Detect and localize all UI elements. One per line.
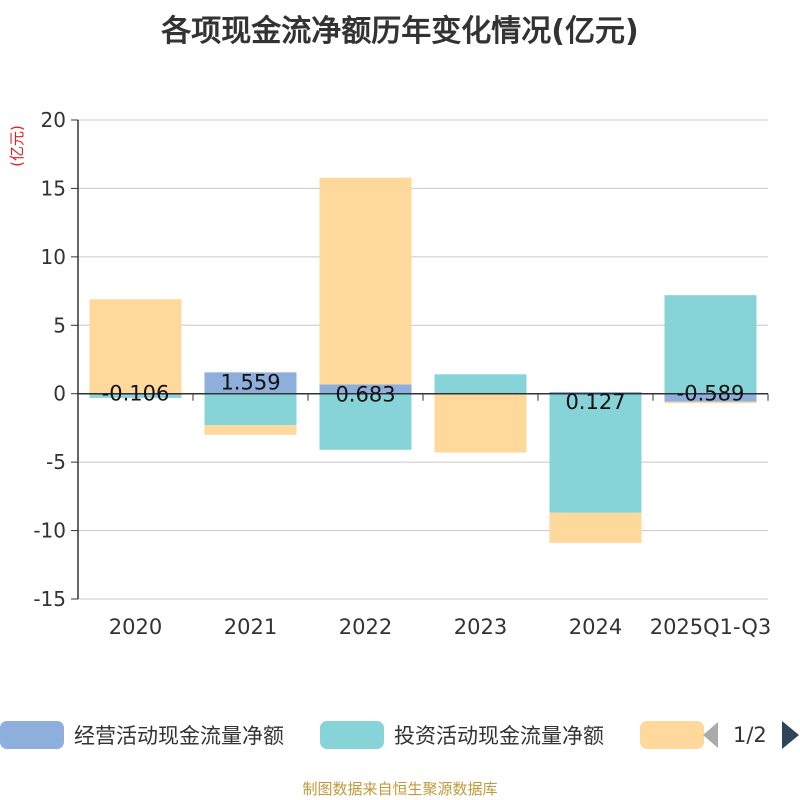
data-label: 0.127: [565, 390, 625, 414]
y-tick-label: -10: [33, 519, 66, 543]
y-tick-label: 0: [53, 382, 66, 406]
y-tick-label: 20: [41, 108, 66, 132]
data-label: -0.589: [677, 382, 745, 406]
data-source-footer: 制图数据来自恒生聚源数据库: [302, 780, 498, 798]
legend-page-indicator: 1/2: [733, 723, 767, 747]
x-tick-label: 2025Q1-Q3: [650, 615, 772, 639]
legend-next-icon[interactable]: [782, 721, 799, 749]
bar-financing-2021: [204, 425, 297, 435]
bar-financing-2022: [319, 177, 412, 385]
x-tick-label: 2021: [224, 615, 277, 639]
bar-investing-2021: [204, 393, 297, 426]
legend-swatch[interactable]: [640, 721, 704, 749]
x-tick-label: 2022: [339, 615, 392, 639]
y-tick-label: -15: [33, 587, 66, 611]
chart-title: 各项现金流净额历年变化情况(亿元): [161, 14, 639, 49]
data-label: -0.106: [102, 382, 170, 406]
data-label: 1.559: [220, 370, 280, 394]
bar-investing-2024: [549, 393, 642, 513]
legend-prev-icon[interactable]: [703, 722, 718, 748]
bar-financing-2024: [549, 512, 642, 543]
x-tick-label: 2024: [569, 615, 622, 639]
y-tick-label: 15: [41, 176, 66, 200]
legend-swatch[interactable]: [320, 721, 384, 749]
y-tick-label: 5: [53, 313, 66, 337]
bar-investing-2025Q1-Q3: [664, 295, 757, 394]
bar-financing-2023: [434, 393, 527, 453]
bar-investing-2023: [434, 374, 527, 394]
bar-financing-2020: [89, 299, 182, 394]
bar-operating-2024: [549, 391, 642, 394]
bar-operating-2025Q1-Q3: [664, 393, 757, 402]
bar-investing-2020: [89, 395, 182, 398]
bar-financing-2025Q1-Q3: [664, 401, 757, 404]
legend-label[interactable]: 经营活动现金流量净额: [74, 724, 284, 748]
x-tick-label: 2020: [109, 615, 162, 639]
y-axis-label: (亿元): [8, 125, 26, 167]
bar-investing-2022: [319, 393, 412, 450]
y-tick-label: -5: [46, 450, 66, 474]
legend-label[interactable]: 投资活动现金流量净额: [394, 724, 604, 748]
legend-swatch[interactable]: [0, 721, 64, 749]
x-tick-label: 2023: [454, 615, 507, 639]
bar-operating-2021: [204, 372, 297, 394]
bar-operating-2022: [319, 384, 412, 394]
data-label: 0.683: [335, 382, 395, 406]
y-tick-label: 10: [41, 245, 66, 269]
